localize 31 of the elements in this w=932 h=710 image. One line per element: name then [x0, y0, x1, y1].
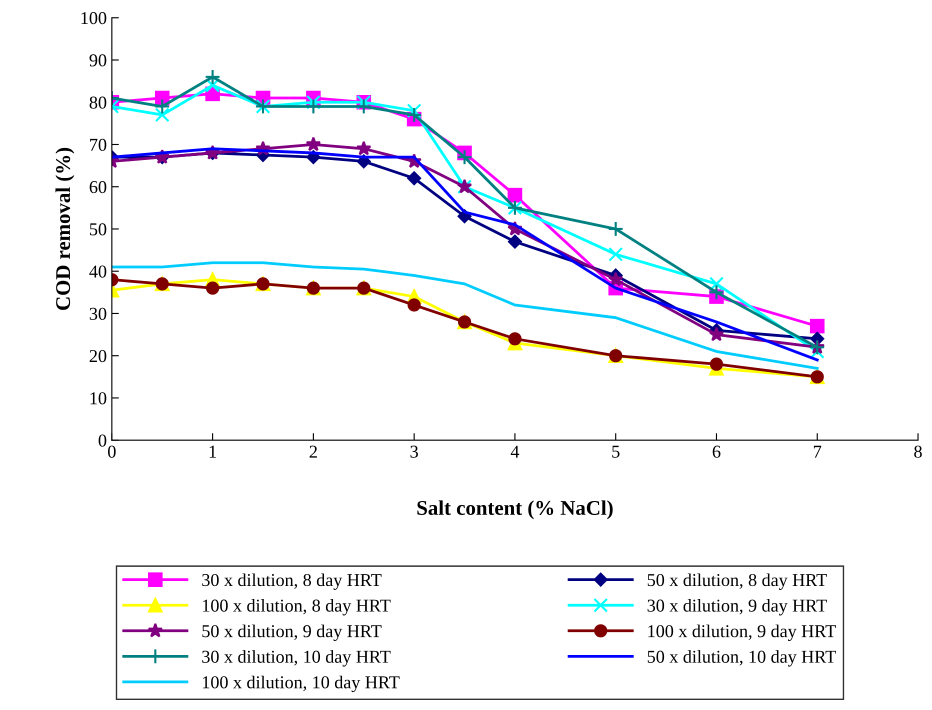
x-tick-label: 5	[612, 446, 620, 458]
y-tick-label: 10	[90, 392, 106, 404]
legend-label: 30 x dilution, 10 day HRT	[202, 650, 391, 667]
y-tick-label: 30	[90, 308, 106, 320]
y-axis-title: COD removal (%)	[55, 148, 74, 310]
legend-label: 100 x dilution, 10 day HRT	[202, 676, 400, 692]
x-tick-label: 1	[210, 446, 216, 458]
legend-label: 50 x dilution, 9 day HRT	[202, 624, 382, 641]
legend-label: 50 x dilution, 8 day HRT	[648, 573, 827, 590]
y-tick-label: 90	[90, 54, 106, 66]
legend-label: 30 x dilution, 8 day HRT	[202, 573, 382, 590]
x-tick-label: 6	[712, 446, 720, 458]
y-tick-label: 100	[81, 12, 106, 24]
y-tick-label: 40	[89, 265, 106, 278]
legend-label: 100 x dilution, 8 day HRT	[202, 599, 391, 616]
x-tick-label: 3	[410, 446, 418, 458]
legend-label: 30 x dilution, 9 day HRT	[648, 599, 827, 616]
x-axis-title: Salt content (% NaCl)	[417, 500, 613, 520]
x-tick-label: 0	[108, 446, 116, 458]
y-tick-label: 70	[90, 138, 106, 151]
y-tick-label: 60	[90, 180, 106, 194]
y-tick-label: 80	[90, 96, 106, 109]
legend-label: 50 x dilution, 10 day HRT	[648, 650, 836, 667]
y-tick-label: 20	[90, 350, 106, 362]
y-tick-label: 0	[98, 434, 106, 447]
x-tick-label: 7	[814, 446, 822, 458]
x-tick-label: 2	[310, 446, 317, 458]
x-tick-label: 4	[510, 446, 520, 458]
y-tick-label: 50	[90, 223, 106, 236]
legend-label: 100 x dilution, 9 day HRT	[648, 624, 836, 641]
x-tick-label: 8	[914, 446, 922, 458]
